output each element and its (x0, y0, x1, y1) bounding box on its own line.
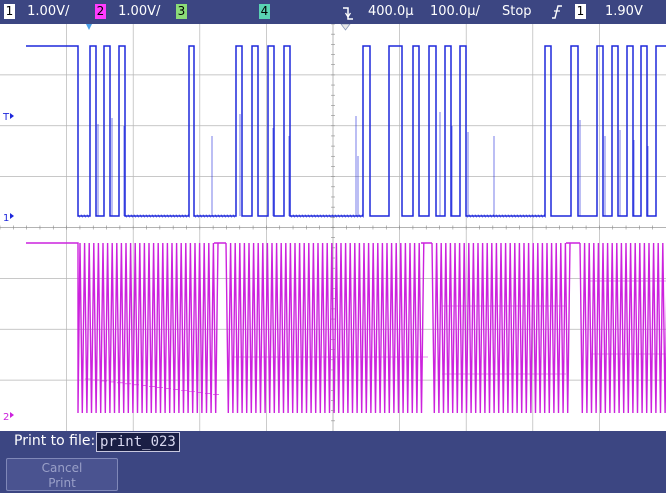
time-scale[interactable]: 100.0µ/ (430, 4, 480, 19)
ch2-waveform-steps (85, 378, 219, 395)
ch2-waveform-levels (232, 280, 666, 375)
ch3-indicator[interactable]: 3 (176, 0, 187, 24)
waveform-canvas: T 1 2 (0, 24, 666, 431)
cancel-print-button[interactable]: Cancel Print (6, 458, 118, 491)
trigger-level-marker-label: T (2, 112, 10, 123)
ch1-ground-marker[interactable]: 1 (3, 213, 14, 224)
ch2-badge: 2 (95, 4, 106, 19)
time-delay[interactable]: 400.0µ (368, 4, 414, 19)
falling-edge-icon (342, 0, 354, 24)
graticule (0, 24, 666, 431)
ch1-badge: 1 (4, 4, 15, 19)
trigger-source-badge: 1 (575, 4, 586, 19)
print-to-file-label: Print to file: (14, 433, 96, 449)
ch1-indicator[interactable]: 1 1.00V/ (4, 0, 69, 24)
filename-field[interactable]: print_023 (96, 432, 180, 452)
trigger-source[interactable]: 1 (575, 0, 586, 24)
waveform-display: T 1 2 (0, 24, 666, 431)
ch2-indicator[interactable]: 2 1.00V/ (95, 0, 160, 24)
ch4-badge: 4 (259, 4, 270, 19)
ch2-ground-marker[interactable]: 2 (3, 412, 14, 423)
cancel-label-line2: Print (48, 476, 76, 490)
print-dialog: Print to file: print_023 Cancel Print (0, 431, 666, 493)
ch2-ground-marker-label: 2 (3, 412, 9, 423)
ch1-waveform-noise (77, 112, 649, 218)
run-state[interactable]: Stop (502, 4, 532, 19)
trigger-position-marker (86, 24, 351, 31)
status-bar: 1 1.00V/ 2 1.00V/ 3 4 400.0µ 100.0µ/ Sto… (0, 0, 666, 24)
ch4-indicator[interactable]: 4 (259, 0, 270, 24)
ch1-waveform (26, 45, 666, 217)
rising-slope-icon (551, 0, 563, 24)
ch3-badge: 3 (176, 4, 187, 19)
trigger-level[interactable]: 1.90V (605, 4, 643, 19)
cancel-label-line1: Cancel (41, 461, 83, 475)
ch1-scale: 1.00V/ (27, 4, 70, 19)
ch2-waveform (26, 242, 666, 414)
ch2-scale: 1.00V/ (118, 4, 161, 19)
trigger-level-marker[interactable]: T (2, 112, 14, 123)
ch1-ground-marker-label: 1 (3, 213, 9, 224)
